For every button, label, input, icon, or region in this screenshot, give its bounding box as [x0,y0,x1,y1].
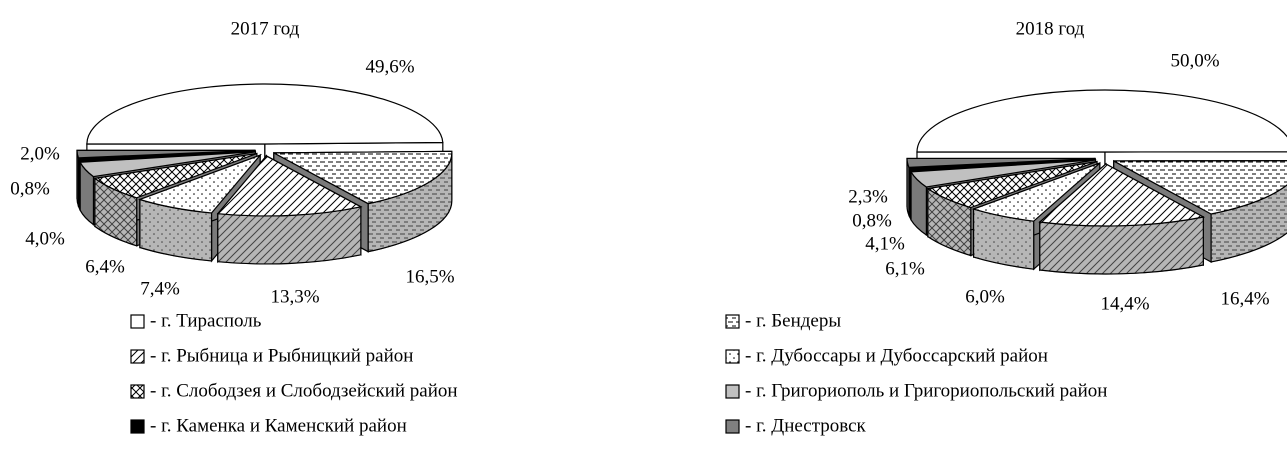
slice-top [79,151,256,178]
data-label: 50,0% [1170,50,1219,71]
data-label: 6,1% [885,258,925,279]
chart-title: 2018 год [1016,18,1085,39]
slice-top [1113,160,1287,215]
slice-top [93,152,258,199]
data-label: 7,4% [140,278,180,299]
slice-wall [908,167,912,222]
legend-swatch [725,314,740,329]
legend-swatch [130,384,145,399]
slice-top [86,83,444,145]
data-label: 6,4% [85,256,125,277]
data-label: 2,0% [20,143,60,164]
legend-swatch [130,419,145,434]
legend-label: - г. Бендеры [745,310,841,331]
data-label: 16,5% [405,266,454,287]
legend-label: - г. Рыбница и Рыбницкий район [150,345,413,366]
slice-top [77,150,256,163]
slice [216,154,363,265]
data-label: 0,8% [852,210,892,231]
slice-top [910,159,1096,188]
legend-label: - г. Григориополь и Григориопольский рай… [745,380,1107,401]
legend-swatch [725,349,740,364]
legend-label: - г. Каменка и Каменский район [150,415,407,436]
legend-swatch [130,314,145,329]
data-label: 2,3% [848,186,888,207]
chart-title: 2017 год [231,18,300,39]
legend-swatch [130,349,145,364]
legend-swatch [725,384,740,399]
slice-top [273,150,453,205]
slice-top [971,162,1101,222]
slice-top [216,155,363,217]
data-label: 14,4% [1100,293,1149,314]
data-label: 0,8% [10,178,50,199]
legend-label: - г. Тирасполь [150,310,262,331]
data-label: 4,0% [25,228,65,249]
data-label: 16,4% [1220,288,1269,309]
data-label: 4,1% [865,233,905,254]
legend-label: - г. Слободзея и Слободзейский район [150,380,458,401]
slice-wall-pattern [1210,184,1287,263]
data-label: 13,3% [270,286,319,307]
slice-top [916,89,1287,153]
data-label: 49,6% [365,56,414,77]
legend-label: - г. Дубоссары и Дубоссарский район [745,345,1048,366]
legend-swatch [725,419,740,434]
slice-top [926,161,1098,209]
data-label: 6,0% [965,286,1005,307]
slice-top [1038,163,1206,227]
slice [1038,162,1206,275]
legend-label: - г. Днестровск [745,415,867,436]
slice-top [138,153,263,214]
